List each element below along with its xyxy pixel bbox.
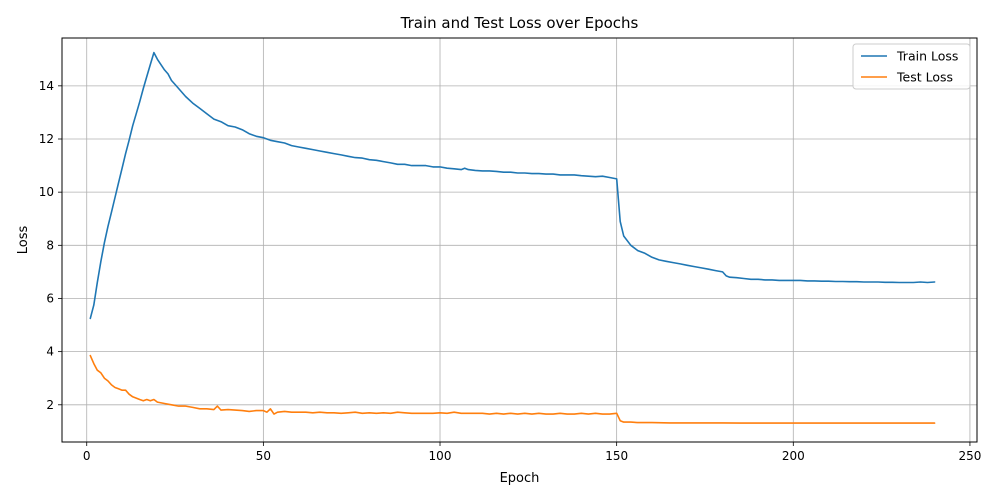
grid-layer — [62, 38, 977, 442]
x-tick-label: 0 — [83, 449, 91, 463]
y-tick-label: 8 — [46, 238, 54, 252]
legend-label-test-loss: Test Loss — [896, 70, 953, 85]
y-tick-label: 10 — [39, 185, 54, 199]
series-line-train-loss — [89, 51, 936, 320]
x-tick-label: 50 — [256, 449, 271, 463]
series-line-test-loss — [89, 354, 936, 424]
x-tick-label: 200 — [782, 449, 805, 463]
y-tick-label: 4 — [46, 345, 54, 359]
legend-label-train-loss: Train Loss — [896, 49, 958, 64]
x-tick-label: 250 — [958, 449, 981, 463]
y-tick-label: 6 — [46, 291, 54, 305]
x-axis-title: Epoch — [500, 471, 540, 486]
plot-frame — [61, 37, 978, 443]
y-tick-label: 2 — [46, 398, 54, 412]
y-axis-title: Loss — [16, 226, 31, 255]
y-tick-label: 14 — [39, 79, 54, 93]
chart-title: Train and Test Loss over Epochs — [400, 14, 639, 32]
tick-layer: 0 50 100 150 200 250 2 4 6 8 10 12 14 — [39, 79, 982, 463]
x-tick-label: 100 — [429, 449, 452, 463]
legend: Train Loss Test Loss — [852, 43, 971, 90]
series-layer — [89, 51, 936, 424]
y-tick-label: 12 — [39, 132, 54, 146]
x-tick-label: 150 — [605, 449, 628, 463]
